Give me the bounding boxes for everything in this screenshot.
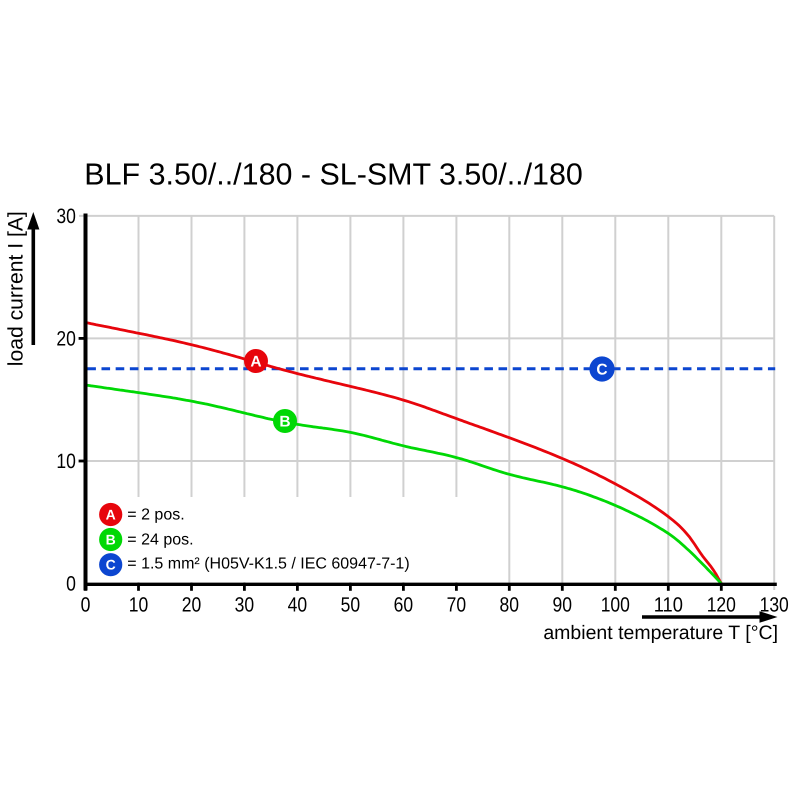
svg-text:A: A: [250, 354, 261, 371]
svg-text:20: 20: [182, 594, 202, 617]
svg-text:B: B: [279, 414, 290, 431]
svg-text:110: 110: [654, 594, 683, 617]
svg-text:0: 0: [81, 594, 91, 617]
svg-text:C: C: [596, 362, 607, 379]
svg-text:B: B: [106, 532, 116, 548]
svg-text:0: 0: [66, 573, 76, 596]
svg-text:BLF 3.50/../180 - SL-SMT 3.50/: BLF 3.50/../180 - SL-SMT 3.50/../180: [84, 158, 583, 192]
svg-text:C: C: [106, 557, 116, 573]
svg-text:80: 80: [500, 594, 520, 617]
svg-text:ambient temperature T [°C]: ambient temperature T [°C]: [543, 622, 778, 644]
svg-text:30: 30: [56, 205, 76, 228]
svg-text:50: 50: [341, 594, 361, 617]
svg-text:load current I [A]: load current I [A]: [4, 211, 27, 366]
svg-text:40: 40: [288, 594, 308, 617]
svg-text:20: 20: [56, 328, 76, 351]
svg-text:= 2 pos.: = 2 pos.: [127, 507, 184, 524]
svg-text:100: 100: [601, 594, 630, 617]
svg-text:= 24 pos.: = 24 pos.: [127, 532, 193, 549]
svg-text:90: 90: [553, 594, 573, 617]
svg-text:10: 10: [56, 450, 76, 473]
svg-text:A: A: [106, 507, 116, 523]
svg-text:10: 10: [129, 594, 149, 617]
svg-text:120: 120: [707, 594, 736, 617]
svg-text:70: 70: [447, 594, 467, 617]
svg-text:130: 130: [760, 594, 789, 617]
svg-text:= 1.5 mm² (H05V-K1.5 / IEC 609: = 1.5 mm² (H05V-K1.5 / IEC 60947-7-1): [127, 556, 409, 573]
svg-text:30: 30: [235, 594, 255, 617]
svg-text:60: 60: [394, 594, 414, 617]
